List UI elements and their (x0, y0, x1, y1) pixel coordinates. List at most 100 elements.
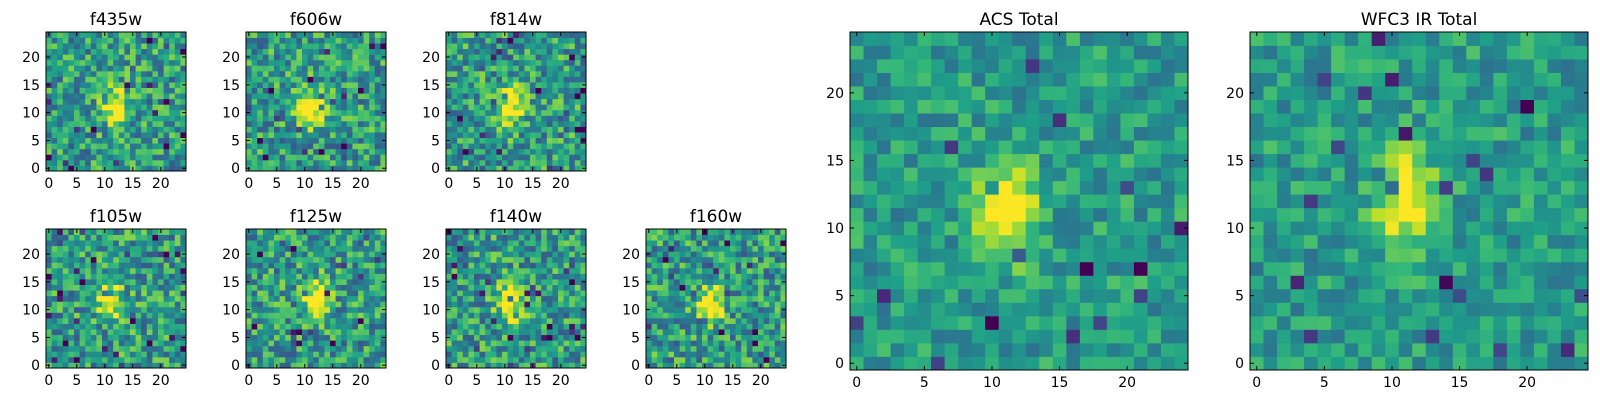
heatmap-cell (1133, 126, 1148, 141)
heatmap-cell (558, 70, 564, 77)
heatmap-cell (850, 180, 864, 195)
heatmap-cell (374, 54, 381, 61)
heatmap-cell (479, 109, 486, 116)
heatmap-cell (446, 132, 452, 139)
heatmap-cell (1093, 207, 1108, 222)
heatmap-cell (446, 317, 452, 324)
heatmap-cell (1079, 329, 1094, 344)
heatmap-cell (296, 143, 303, 150)
heatmap-cell (307, 295, 314, 302)
heatmap-cell (341, 87, 348, 94)
heatmap-cell (141, 267, 148, 274)
heatmap-cell (1052, 288, 1067, 303)
heatmap-cell (152, 240, 159, 247)
heatmap-cell (290, 43, 297, 50)
heatmap-cell (1174, 342, 1189, 357)
heatmap-cell (290, 70, 297, 77)
heatmap-cell (863, 72, 878, 87)
heatmap-cell (96, 256, 103, 263)
heatmap-cell (1133, 113, 1148, 128)
heatmap-cell (1025, 288, 1040, 303)
heatmap-cell (279, 104, 286, 111)
heatmap-cell (279, 345, 286, 352)
heatmap-cell (1533, 113, 1548, 128)
heatmap-cell (363, 356, 370, 363)
heatmap-cell (124, 48, 131, 55)
heatmap-cell (74, 70, 80, 77)
heatmap-cell (1277, 194, 1291, 209)
heatmap-cell (158, 87, 164, 94)
y-tick-label: 20 (222, 50, 240, 66)
heatmap-cell (152, 137, 159, 144)
heatmap-cell (530, 279, 536, 285)
heatmap-cell (51, 109, 58, 116)
heatmap-cell (931, 99, 946, 114)
heatmap-cell (552, 87, 559, 94)
heatmap-cell (130, 48, 136, 55)
heatmap-cell (1147, 329, 1162, 344)
heatmap-cell (57, 32, 64, 38)
heatmap-cell (1425, 207, 1440, 222)
heatmap-cell (1493, 153, 1508, 168)
heatmap-cell (1304, 86, 1318, 100)
heatmap-cell (558, 306, 564, 313)
heatmap-cell (346, 65, 353, 72)
heatmap-cell (290, 356, 297, 363)
heatmap-cell (369, 32, 376, 38)
heatmap-cell (158, 132, 164, 139)
heatmap-cell (944, 342, 959, 357)
heatmap-cell (1012, 72, 1027, 87)
heatmap-cell (96, 32, 103, 38)
heatmap-cell (380, 98, 387, 105)
heatmap-cell (1466, 180, 1481, 195)
heatmap-cell (1012, 86, 1027, 100)
heatmap-cell (262, 32, 269, 38)
heatmap-cell (1371, 207, 1386, 222)
heatmap-cell (107, 312, 114, 319)
heatmap-cell (507, 115, 514, 122)
heatmap-cell (552, 65, 559, 72)
heatmap-cell (296, 104, 303, 111)
heatmap-cell (113, 362, 120, 369)
heatmap-cell (268, 306, 275, 313)
heatmap-cell (279, 229, 286, 235)
heatmap-cell (917, 221, 932, 236)
heatmap-cell (68, 70, 75, 77)
heatmap-cell (124, 32, 131, 38)
heatmap-cell (468, 290, 475, 297)
x-tick-label: 15 (124, 373, 142, 389)
heatmap-cell (1371, 248, 1386, 263)
heatmap-cell (318, 351, 325, 358)
heatmap-cell (971, 288, 986, 303)
heatmap-cell (290, 87, 297, 94)
heatmap-cell (307, 76, 314, 83)
heatmap-cell (850, 207, 864, 222)
heatmap-cell (1439, 329, 1454, 344)
heatmap-cell (1052, 221, 1067, 236)
heatmap-cell (1304, 275, 1318, 290)
heatmap-cell (51, 132, 58, 139)
heatmap-cell (1133, 86, 1148, 100)
heatmap-cell (931, 234, 946, 249)
heatmap-cell (1493, 140, 1508, 155)
heatmap-cell (1290, 45, 1305, 60)
axes-frame (45, 228, 187, 369)
heatmap-cell (102, 98, 108, 105)
heatmap-cell (518, 295, 525, 302)
heatmap-cell (85, 245, 92, 252)
heatmap-cell (152, 345, 159, 352)
heatmap-cell (474, 148, 480, 155)
heatmap-cell (251, 126, 258, 133)
heatmap-cell (380, 317, 387, 324)
heatmap-cell (507, 317, 514, 324)
heatmap-cell (341, 126, 348, 133)
heatmap-cell (468, 59, 475, 66)
heatmap-cell (90, 148, 97, 155)
heatmap-cell (62, 37, 69, 44)
heatmap-cell (296, 87, 303, 94)
heatmap-cell (574, 306, 581, 313)
heatmap-cell (358, 132, 364, 139)
heatmap-cell (369, 82, 376, 88)
heatmap-cell (530, 126, 536, 133)
heatmap-cell (1160, 180, 1175, 195)
